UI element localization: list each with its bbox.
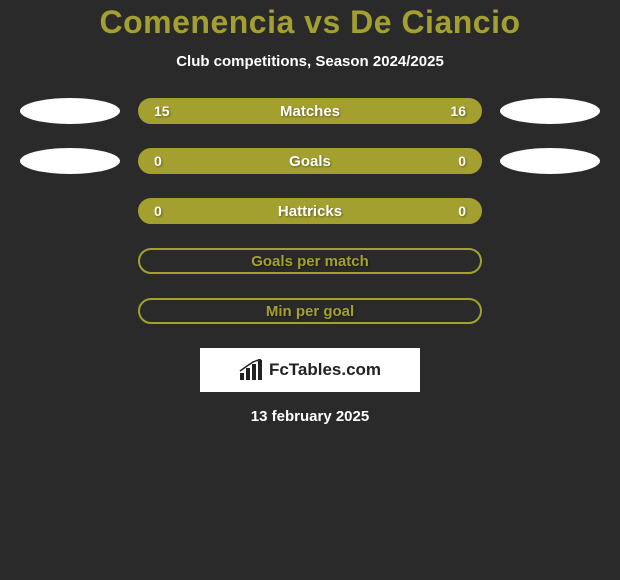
team-right-ellipse — [500, 98, 600, 124]
team-left-ellipse — [20, 148, 120, 174]
brand-name: FcTables.com — [269, 360, 381, 380]
stat-bar: Min per goal — [138, 298, 482, 324]
stat-bar: Goals per match — [138, 248, 482, 274]
ellipse-spacer — [20, 198, 120, 224]
stat-value-left: 15 — [154, 103, 170, 119]
stat-row: 15 Matches 16 — [0, 98, 620, 124]
brand-box: FcTables.com — [200, 348, 420, 392]
stat-row: Min per goal — [0, 298, 620, 324]
stat-row: Goals per match — [0, 248, 620, 274]
stat-label: Goals per match — [251, 253, 369, 270]
stat-value-right: 0 — [458, 153, 466, 169]
stat-row: 0 Hattricks 0 — [0, 198, 620, 224]
page-subtitle: Club competitions, Season 2024/2025 — [0, 53, 620, 70]
ellipse-spacer — [20, 298, 120, 324]
stat-rows: 15 Matches 16 0 Goals 0 0 Hattricks 0 Goals per m… — [0, 98, 620, 324]
stat-label: Min per goal — [266, 303, 354, 320]
stat-value-right: 0 — [458, 203, 466, 219]
stat-bar: 0 Hattricks 0 — [138, 198, 482, 224]
ellipse-spacer — [20, 248, 120, 274]
page-title: Comenencia vs De Ciancio — [0, 4, 620, 41]
team-left-ellipse — [20, 98, 120, 124]
stat-label: Hattricks — [278, 203, 342, 220]
ellipse-spacer — [500, 298, 600, 324]
date-text: 13 february 2025 — [0, 408, 620, 425]
chart-icon — [239, 359, 263, 381]
stat-label: Goals — [289, 153, 331, 170]
stat-label: Matches — [280, 103, 340, 120]
ellipse-spacer — [500, 198, 600, 224]
stat-bar: 15 Matches 16 — [138, 98, 482, 124]
stat-value-right: 16 — [450, 103, 466, 119]
stat-bar: 0 Goals 0 — [138, 148, 482, 174]
comparison-infographic: Comenencia vs De Ciancio Club competitio… — [0, 0, 620, 425]
ellipse-spacer — [500, 248, 600, 274]
team-right-ellipse — [500, 148, 600, 174]
stat-value-left: 0 — [154, 153, 162, 169]
stat-row: 0 Goals 0 — [0, 148, 620, 174]
stat-value-left: 0 — [154, 203, 162, 219]
